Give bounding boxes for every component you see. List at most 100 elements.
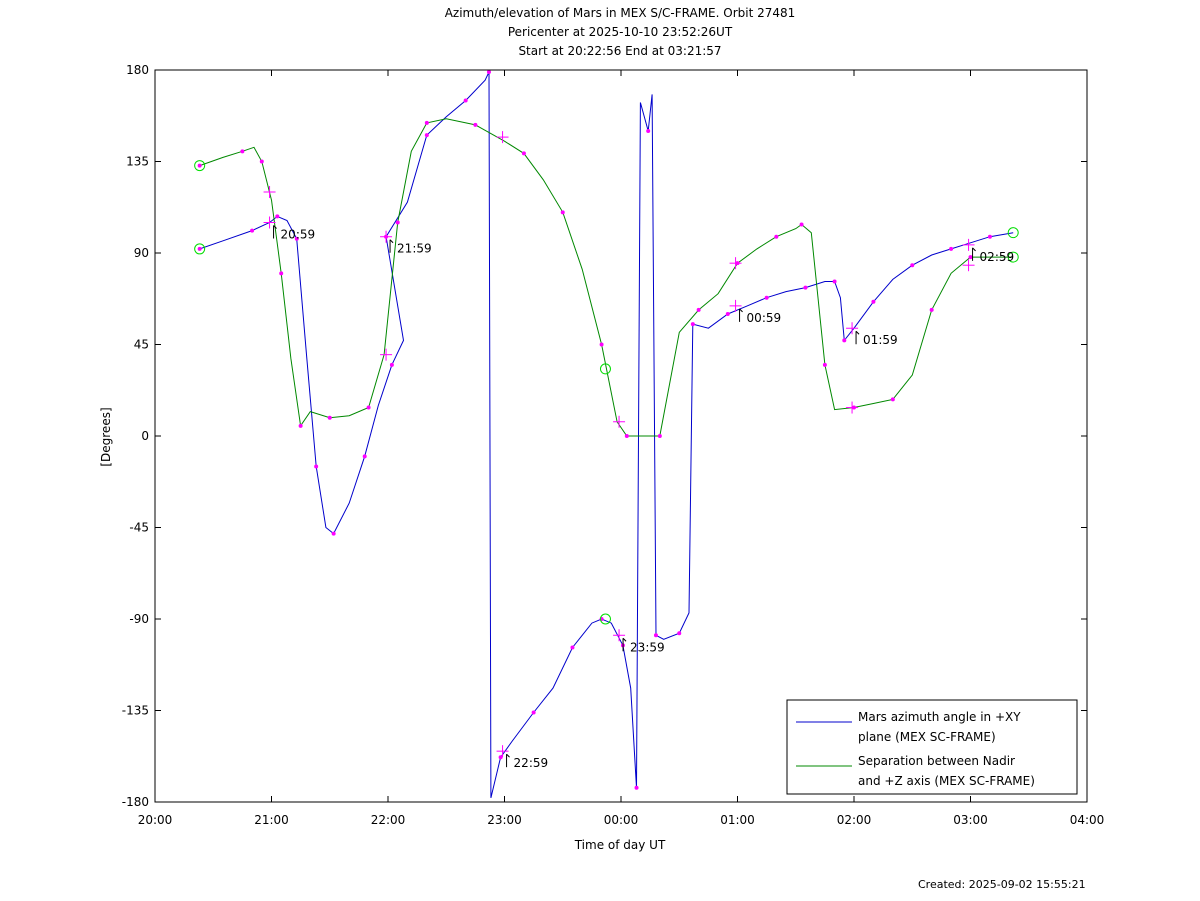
y-tick-label: 45 [134,338,149,352]
point-marker-separation [366,405,371,410]
y-tick-label: 90 [134,246,149,260]
point-marker-separation [599,342,604,347]
x-axis-label: Time of day UT [574,838,666,852]
annotation-label: 01:59 [863,333,898,347]
marker-layer [194,70,1019,790]
y-tick-label: -135 [122,704,149,718]
point-marker-separation [279,271,284,276]
point-marker-azimuth [690,322,695,327]
point-marker-azimuth [531,710,536,715]
circle-marker [599,363,611,375]
cross-marker [263,216,276,229]
title-line-2: Pericenter at 2025-10-10 23:52:26UT [507,25,733,39]
point-marker-azimuth [362,454,367,459]
point-marker-separation [298,423,303,428]
x-tick-label: 02:00 [837,813,872,827]
point-marker-separation [696,307,701,312]
point-marker-azimuth [294,236,299,241]
y-tick-label: -45 [129,521,149,535]
annotation-label: 22:59 [514,756,549,770]
x-tick-label: 03:00 [953,813,988,827]
point-marker-azimuth [314,464,319,469]
circle-marker [599,613,611,625]
axis-ticks [154,69,1088,803]
point-marker-azimuth [842,338,847,343]
annotation-label: 00:59 [747,311,782,325]
cross-marker [729,299,742,312]
annotation-arrow [389,239,394,244]
point-marker-azimuth [486,70,491,75]
point-marker-separation [473,122,478,127]
legend-box [786,699,1078,795]
cross-marker [613,415,626,428]
cross-marker [846,322,859,335]
point-marker-azimuth [424,133,429,138]
point-marker-separation [774,234,779,239]
y-axis-label: [Degrees] [99,407,113,466]
annotation-arrow [972,247,976,252]
y-tick-label: -90 [129,612,149,626]
annotation-arrow [506,753,510,758]
series-layer [199,71,1014,799]
point-marker-separation [560,210,565,215]
point-marker-separation [395,220,400,225]
point-marker-azimuth [764,295,769,300]
x-tick-label: 22:00 [371,813,406,827]
point-marker-separation [521,151,526,156]
point-marker-separation [799,222,804,227]
point-marker-separation [657,434,662,438]
point-marker-separation [424,120,429,125]
point-marker-azimuth [250,228,255,233]
circle-marker [194,160,206,172]
point-marker-azimuth [498,755,503,760]
y-tick-label: 180 [126,63,149,77]
annotation-label: 23:59 [630,640,665,654]
cross-marker [380,348,393,361]
x-tick-label: 01:00 [720,813,755,827]
legend-label-separation-1: Separation between Nadir [858,754,1015,768]
chart-title: Azimuth/elevation of Mars in MEX S/C-FRA… [0,4,1200,61]
cross-marker [496,131,509,144]
point-marker-azimuth [646,129,651,133]
y-tick-label: 135 [126,155,149,169]
annotation-layer: 20:59 21:59 22:59 23:59 00:59 01:59 02:59 [273,225,1015,770]
point-marker-azimuth [725,312,730,316]
axis-tick-labels: 20:00 21:00 22:00 23:00 00:00 01:00 02:00 03:00… [122,63,1105,827]
x-tick-label: 21:00 [254,813,289,827]
point-marker-azimuth [987,234,992,239]
cross-marker [613,629,626,642]
legend-label-azimuth-1: Mars azimuth angle in +XY [858,710,1021,724]
point-marker-separation [259,159,264,164]
cross-marker [962,259,975,272]
y-tick-label: 0 [141,429,149,443]
created-timestamp: Created: 2025-09-02 15:55:21 [918,878,1086,891]
title-line-3: Start at 20:22:56 End at 03:21:57 [518,44,722,58]
legend: Mars azimuth angle in +XY plane (MEX SC-… [786,699,1078,795]
series-line-azimuth [199,71,1014,799]
point-marker-separation [197,163,202,168]
plot-frame [154,69,1088,803]
point-marker-azimuth [197,246,202,251]
point-marker-azimuth [275,214,280,219]
point-marker-azimuth [949,246,954,251]
point-marker-azimuth [389,362,394,367]
x-tick-label: 20:00 [138,813,173,827]
circle-marker [1007,227,1019,239]
x-tick-label: 00:00 [604,813,639,827]
point-marker-separation [968,255,973,260]
point-marker-separation [890,397,895,402]
point-marker-azimuth [331,531,336,536]
legend-label-separation-2: and +Z axis (MEX SC-FRAME) [858,774,1035,788]
x-tick-label: 04:00 [1070,813,1105,827]
annotation-label: 02:59 [980,250,1015,264]
point-marker-separation [822,362,827,367]
point-marker-separation [929,307,934,312]
series-line-separation [199,118,1014,437]
cross-marker [496,745,509,758]
annotation-label: 20:59 [281,228,316,242]
annotation-arrow [273,225,277,229]
point-marker-azimuth [910,263,915,268]
x-tick-label: 23:00 [487,813,522,827]
point-marker-azimuth [677,631,682,636]
